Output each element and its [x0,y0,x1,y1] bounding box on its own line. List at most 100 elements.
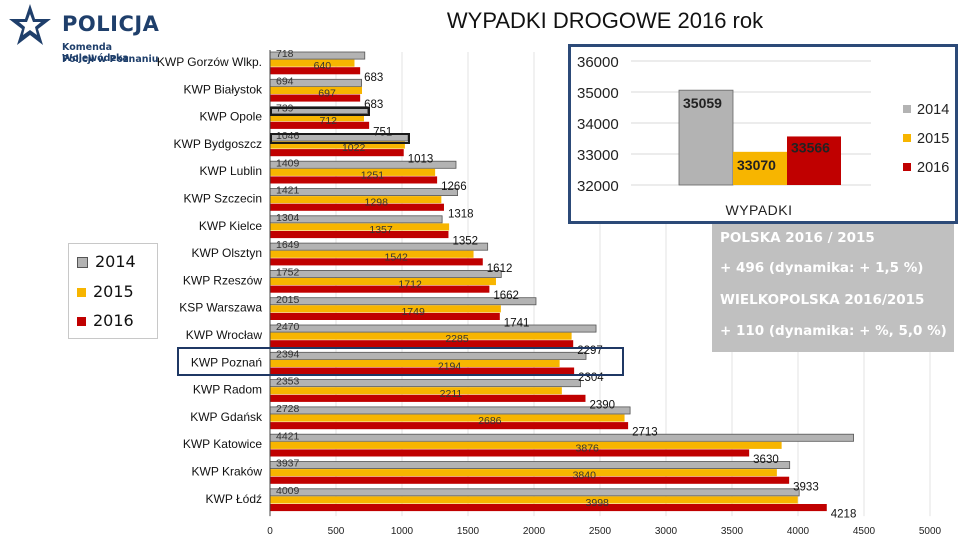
bar-kwp-kielce-2015 [270,223,450,231]
value-label-ksp-warszawa-2016: 1741 [504,318,530,330]
category-label-kwp-bydgoszcz: KWP Bydgoszcz [174,137,262,151]
bar-kwp-gdansk-2014 [269,406,631,415]
bar-kwp-krakow-2016 [270,476,790,484]
value-label-kwp-radom-2015: 2211 [440,388,463,400]
bar-kwp-poznan-2016 [270,367,575,375]
value-label-kwp-radom-2016: 2390 [589,399,615,411]
x-tick-4000: 4000 [787,526,810,537]
totals-legend-label-2016: 2016 [917,160,949,176]
value-label-kwp-bialystok-2014: 694 [276,75,294,87]
category-label-kwp-katowice: KWP Katowice [183,437,262,451]
category-label-kwp-lodz: KWP Łódź [206,492,262,506]
value-label-kwp-lublin-2015: 1251 [361,169,385,181]
bar-kwp-wroclaw-2014 [269,324,597,333]
totals-legend-swatch-2016 [903,163,911,171]
category-label-kwp-lublin: KWP Lublin [200,164,262,178]
police-logo: POLICJA Komenda Wojewódzka Policji w Poz… [4,2,174,65]
category-label-kwp-gdansk: KWP Gdańsk [190,410,263,424]
category-label-kwp-bialystok: KWP Białystok [184,82,263,96]
value-label-kwp-bydgoszcz-2016: 1013 [408,154,434,166]
value-label-kwp-szczecin-2016: 1318 [448,208,474,220]
totals-legend-label-2015: 2015 [917,131,949,147]
totals-y-tick-33000: 33000 [577,147,619,164]
logo-subtitle-2: Policji w Poznaniu [62,54,159,65]
logo-wordmark: POLICJA [62,12,160,36]
category-label-kwp-rzeszow: KWP Rzeszów [183,273,262,287]
value-label-kwp-katowice-2016: 3630 [753,454,779,466]
bar-kwp-bydgoszcz-2015 [270,141,405,149]
value-label-kwp-lodz-2016: 4218 [831,509,857,521]
totals-y-tick-34000: 34000 [577,116,619,133]
value-label-kwp-katowice-2014: 4421 [276,430,300,442]
value-label-kwp-krakow-2015: 3840 [573,470,597,482]
x-tick-0: 0 [267,526,273,537]
totals-bar-2014 [678,89,734,186]
totals-bar-2015 [733,151,787,185]
legend-label-2014: 2014 [95,252,136,271]
bar-kwp-gorzow-wlkp-2015 [270,59,355,67]
value-label-kwp-kielce-2016: 1352 [452,236,478,248]
totals-bar-2016 [787,136,841,185]
category-label-kwp-poznan: KWP Poznań [191,355,262,369]
value-label-kwp-gdansk-2014: 2728 [276,403,300,415]
bar-kwp-krakow-2015 [270,469,777,477]
bar-kwp-wroclaw-2016 [270,340,574,348]
value-label-ksp-warszawa-2015: 1749 [401,306,425,318]
bar-kwp-olsztyn-2016 [270,258,483,266]
legend-label-2015: 2015 [93,282,134,301]
totals-y-tick-35000: 35000 [577,85,619,102]
bar-kwp-bialystok-2016 [270,94,361,102]
bar-kwp-krakow-2014 [269,461,791,469]
legend-swatch-2015 [77,288,86,297]
polska-change: + 496 (dynamika: + 1,5 %) [720,260,924,276]
bar-kwp-lublin-2016 [270,176,438,184]
value-label-kwp-gorzow-wlkp-2014: 718 [276,48,294,60]
bar-kwp-opole-2015 [270,114,364,122]
category-label-kwp-radom: KWP Radom [193,383,262,397]
totals-legend-swatch-2015 [903,134,911,142]
value-label-kwp-kielce-2015: 1357 [369,224,393,236]
totals-value-2016: 33566 [791,139,830,155]
bar-kwp-gdansk-2016 [270,422,629,430]
legend-swatch-2014 [77,257,88,268]
value-label-kwp-bialystok-2015: 697 [318,88,336,100]
value-label-kwp-gorzow-wlkp-2016: 683 [364,72,383,84]
category-label-kwp-olsztyn: KWP Olsztyn [192,246,262,260]
main-legend: 2014 2015 2016 [68,243,158,339]
bar-kwp-katowice-2015 [270,441,782,449]
bar-ksp-warszawa-2015 [270,305,501,313]
value-label-kwp-gorzow-wlkp-2015: 640 [314,60,332,72]
x-tick-4500: 4500 [853,526,876,537]
x-tick-2500: 2500 [589,526,612,537]
value-label-kwp-wroclaw-2014: 2470 [276,321,300,333]
bar-kwp-szczecin-2015 [270,196,442,204]
value-label-kwp-gdansk-2015: 2686 [478,415,502,427]
bar-kwp-katowice-2016 [270,449,750,457]
bar-kwp-olsztyn-2015 [270,250,474,258]
category-label-kwp-opole: KWP Opole [200,110,263,124]
value-label-kwp-poznan-2014: 2394 [276,348,300,360]
value-label-kwp-lublin-2016: 1266 [441,181,467,193]
bar-kwp-gorzow-wlkp-2016 [270,67,361,75]
category-label-kwp-szczecin: KWP Szczecin [184,192,262,206]
legend-item-2015: 2015 [77,282,134,301]
wielkopolska-change: + 110 (dynamika: + %, 5,0 %) [720,323,947,339]
bar-kwp-bialystok-2015 [270,86,363,94]
legend-item-2016: 2016 [77,311,134,330]
legend-label-2016: 2016 [93,311,134,330]
bar-kwp-katowice-2014 [269,433,854,442]
value-label-kwp-lodz-2014: 4009 [276,485,300,497]
x-tick-3000: 3000 [655,526,678,537]
bydgoszcz-highlight-box [270,133,410,144]
totals-chart-panel: 32000 33000 34000 35000 36000 35059 33070 33566… [568,44,958,224]
value-label-kwp-gdansk-2016: 2713 [632,427,658,439]
bar-kwp-bydgoszcz-2016 [270,149,404,157]
value-label-kwp-rzeszow-2015: 1712 [398,279,422,291]
totals-x-label: WYPADKI [725,202,792,218]
bar-kwp-radom-2015 [270,387,562,395]
value-label-kwp-krakow-2014: 3937 [276,458,300,470]
value-label-kwp-olsztyn-2015: 1542 [385,251,409,263]
totals-y-tick-36000: 36000 [577,54,619,71]
value-label-kwp-poznan-2015: 2194 [438,361,462,373]
value-label-ksp-warszawa-2014: 2015 [276,294,300,306]
